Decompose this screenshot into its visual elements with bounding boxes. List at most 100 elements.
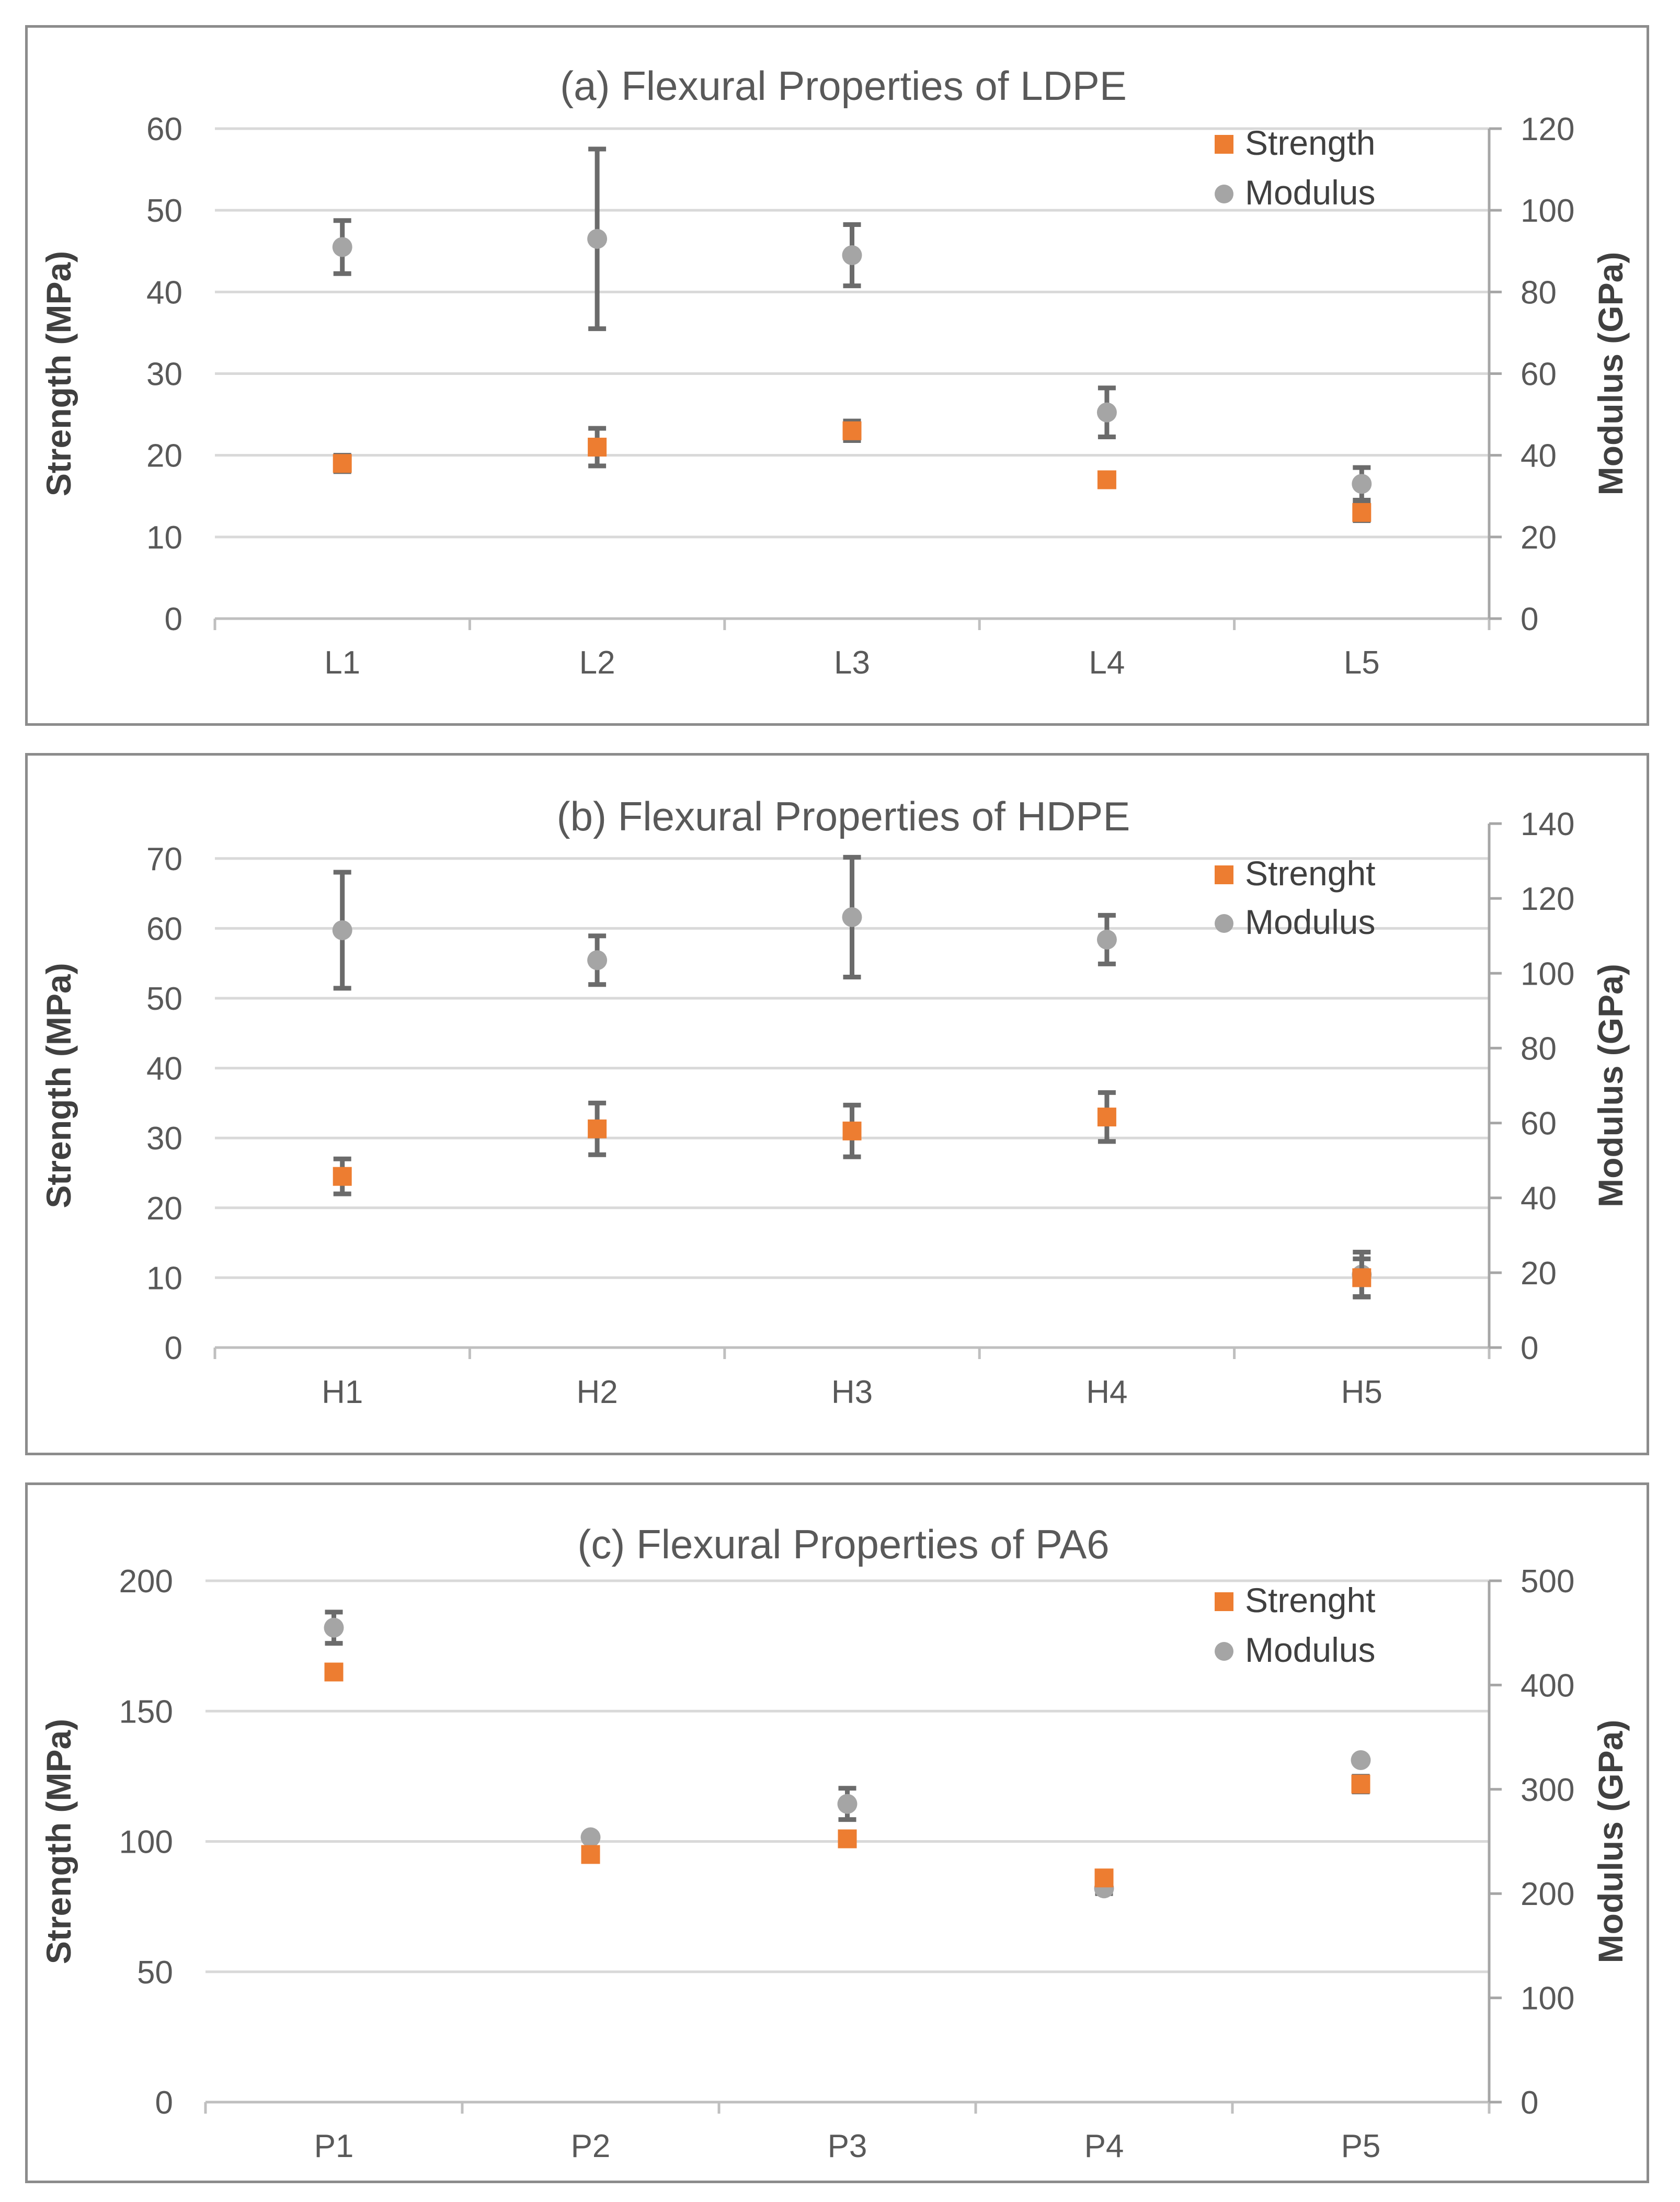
- y-axis-title: Strength (MPa): [39, 1719, 78, 1964]
- x-tick-label: L3: [834, 645, 870, 681]
- y2-axis-title: Modulus (GPa): [1591, 964, 1630, 1207]
- legend-modulus-label: Modulus: [1245, 1630, 1375, 1669]
- strength-point: [588, 1119, 607, 1138]
- y2-axis-title: Modulus (GPa): [1591, 1720, 1630, 1964]
- y2-tick-label: 120: [1521, 881, 1574, 917]
- y2-tick-label: 80: [1521, 1031, 1557, 1067]
- modulus-point: [580, 1827, 601, 1847]
- modulus-point: [842, 245, 862, 266]
- strength-point: [333, 1167, 352, 1186]
- chart-ldpe: (a) Flexural Properties of LDPE 0 10 20 30 40…: [39, 63, 1630, 681]
- x-tick-label: H5: [1341, 1374, 1382, 1410]
- modulus-point: [1096, 929, 1117, 950]
- legend-modulus-marker: [1215, 1642, 1233, 1661]
- y-tick-label: 60: [146, 111, 182, 147]
- strength-point: [581, 1845, 600, 1864]
- legend-modulus-marker: [1215, 914, 1233, 933]
- y2-tick-label: 140: [1521, 806, 1574, 842]
- y-axis-title: Strength (MPa): [39, 963, 78, 1208]
- y2-tick-label: 40: [1521, 438, 1557, 474]
- legend-modulus-marker: [1215, 185, 1233, 203]
- y-tick-label: 70: [146, 841, 182, 877]
- y-tick-label: 40: [146, 1051, 182, 1087]
- y2-axis-title: Modulus (GPa): [1591, 252, 1630, 496]
- modulus-point: [587, 950, 608, 971]
- y-axis-title: Strength (MPa): [39, 251, 78, 496]
- y2-tick-label: 60: [1521, 357, 1557, 393]
- modulus-point: [1096, 402, 1117, 423]
- legend-strength-marker: [1215, 135, 1233, 154]
- chart-hdpe: (b) Flexural Properties of HDPE 0 10 20 30 40…: [39, 793, 1630, 1410]
- x-tick-label: P4: [1084, 2128, 1124, 2164]
- legend-modulus-label: Modulus: [1245, 173, 1375, 212]
- legend-strength-label: Strength: [1245, 123, 1376, 162]
- x-tick-label: P3: [828, 2128, 867, 2164]
- y2-tick-label: 0: [1521, 601, 1538, 637]
- strength-point: [842, 421, 862, 440]
- y2-tick-label: 100: [1521, 193, 1574, 229]
- y2-tick-label: 60: [1521, 1106, 1557, 1142]
- y-tick-label: 200: [119, 1564, 173, 1600]
- x-tick-label: L5: [1344, 645, 1380, 681]
- chart-panel-ldpe: (a) Flexural Properties of LDPE 0 10 20 30 40…: [25, 25, 1649, 726]
- strength-point: [842, 1121, 862, 1140]
- y2-tick-label: 100: [1521, 956, 1574, 992]
- modulus-point: [332, 920, 352, 940]
- y-tick-label: 0: [165, 1330, 182, 1366]
- chart-pa6: (c) Flexural Properties of PA6 0 50 100 150 2…: [39, 1521, 1630, 2164]
- x-tick-label: H4: [1086, 1374, 1127, 1410]
- chart-panel-hdpe: (b) Flexural Properties of HDPE 0 10 20 30 40…: [25, 753, 1649, 1455]
- y-tick-label: 50: [146, 981, 182, 1017]
- y-tick-label: 0: [165, 601, 182, 637]
- y2-tick-label: 300: [1521, 1772, 1574, 1808]
- y2-tick-label: 500: [1521, 1564, 1574, 1600]
- strength-point: [838, 1829, 857, 1849]
- x-tick-label: P1: [314, 2128, 354, 2164]
- chart-title: (b) Flexural Properties of HDPE: [557, 793, 1130, 839]
- y-tick-label: 10: [146, 1260, 182, 1296]
- strength-point: [1097, 470, 1116, 489]
- y2-tick-label: 100: [1521, 1981, 1574, 2017]
- legend-strength-label: Strenght: [1245, 1581, 1376, 1619]
- modulus-point: [324, 1617, 344, 1638]
- y2-tick-label: 120: [1521, 111, 1574, 147]
- y2-tick-label: 400: [1521, 1668, 1574, 1704]
- strength-point: [1097, 1108, 1116, 1127]
- legend-strength-label: Strenght: [1245, 854, 1376, 893]
- legend-strength-marker: [1215, 1592, 1233, 1611]
- strength-point: [324, 1662, 344, 1682]
- y-tick-label: 50: [146, 193, 182, 229]
- x-tick-label: H2: [576, 1374, 618, 1410]
- legend-modulus-label: Modulus: [1245, 903, 1375, 941]
- modulus-point: [587, 229, 608, 249]
- x-tick-label: L1: [324, 645, 360, 681]
- strength-point: [333, 454, 352, 473]
- y2-tick-label: 20: [1521, 1256, 1557, 1292]
- y-tick-label: 0: [155, 2085, 173, 2121]
- y-tick-label: 40: [146, 275, 182, 311]
- y2-tick-label: 0: [1521, 2085, 1538, 2121]
- chart-title: (c) Flexural Properties of PA6: [577, 1521, 1109, 1567]
- y2-tick-label: 40: [1521, 1181, 1557, 1217]
- strength-point: [1351, 1774, 1370, 1794]
- chart-title: (a) Flexural Properties of LDPE: [560, 63, 1127, 109]
- y-tick-label: 20: [146, 438, 182, 474]
- y-tick-label: 10: [146, 520, 182, 556]
- y-tick-label: 100: [119, 1824, 173, 1861]
- modulus-point: [1351, 1750, 1371, 1770]
- x-tick-label: P2: [571, 2128, 611, 2164]
- y2-tick-label: 200: [1521, 1876, 1574, 1912]
- y-tick-label: 60: [146, 911, 182, 947]
- y2-tick-label: 80: [1521, 275, 1557, 311]
- y2-tick-label: 0: [1521, 1330, 1538, 1366]
- strength-point: [1352, 1268, 1372, 1287]
- legend-strength-marker: [1215, 865, 1233, 884]
- x-tick-label: L2: [579, 645, 615, 681]
- x-tick-label: H1: [322, 1374, 363, 1410]
- y-tick-label: 150: [119, 1694, 173, 1730]
- strength-point: [1352, 503, 1372, 522]
- modulus-point: [1352, 474, 1372, 494]
- y-tick-label: 50: [137, 1955, 173, 1991]
- y-tick-label: 20: [146, 1191, 182, 1227]
- modulus-point: [837, 1794, 858, 1814]
